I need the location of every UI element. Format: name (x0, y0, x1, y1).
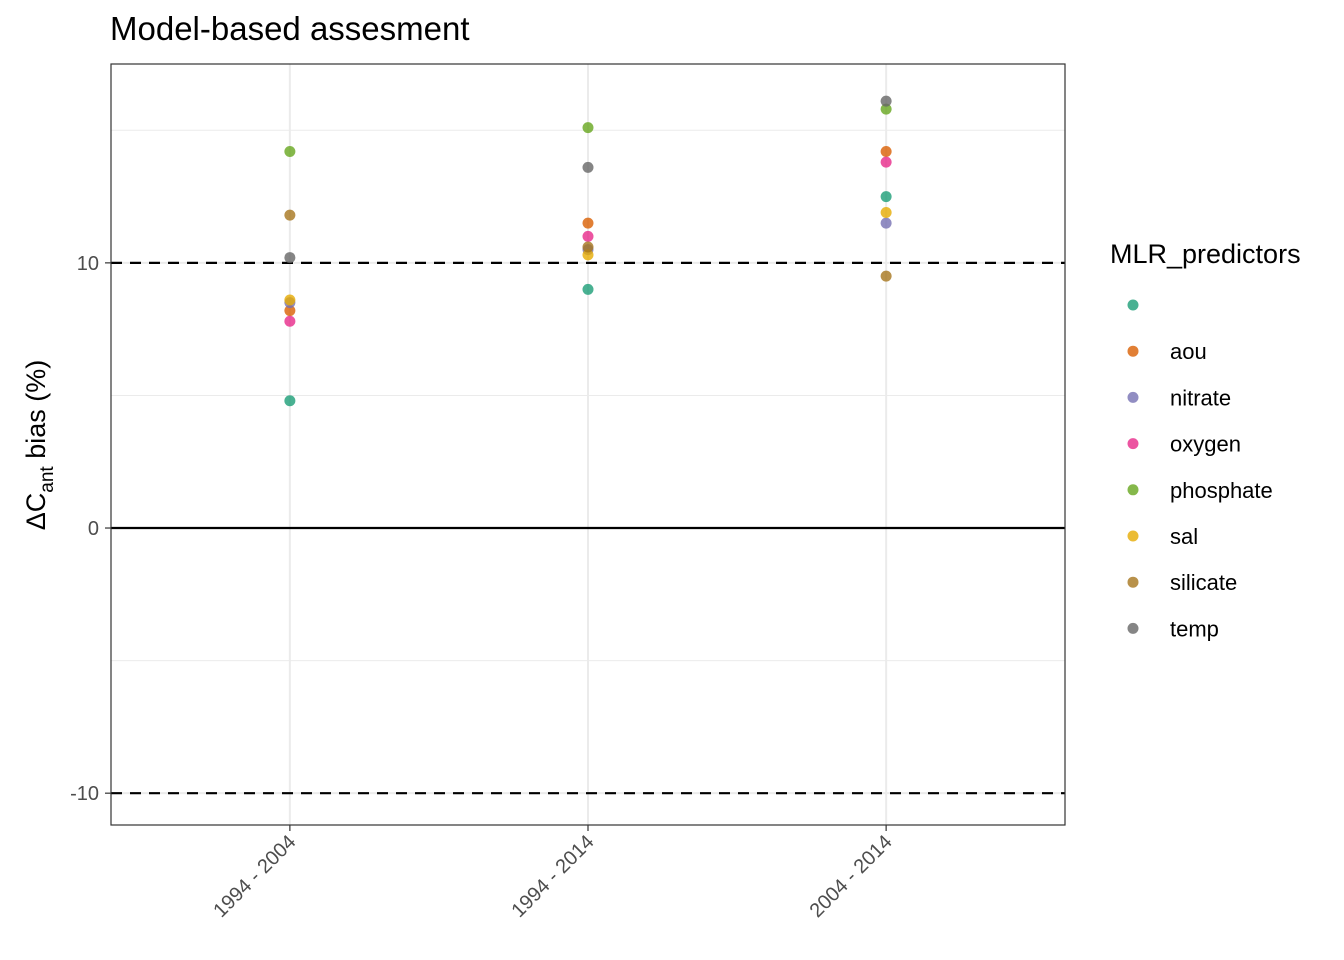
y-axis-label: ΔCant bias (%) (21, 360, 58, 531)
plot-panel (110, 63, 1066, 826)
legend-key (1127, 299, 1139, 311)
data-point (582, 241, 594, 253)
y-tick-label: 0 (88, 518, 99, 540)
data-point (284, 294, 296, 306)
legend-label: phosphate (1170, 478, 1273, 503)
data-point (284, 305, 296, 317)
reference-lines (111, 261, 1065, 795)
data-point (284, 252, 296, 264)
data-point (582, 230, 594, 242)
legend-key (1127, 484, 1139, 496)
x-tick-label: 1994 - 2014 (507, 831, 598, 922)
data-point (582, 249, 594, 261)
legend-label: temp (1170, 616, 1219, 641)
legend-key (1127, 391, 1139, 403)
y-axis-label-prefix: ΔC (21, 493, 51, 531)
data-point (880, 191, 892, 203)
legend-label: sal (1170, 524, 1198, 549)
data-point (582, 283, 594, 295)
data-point (284, 146, 296, 158)
legend-key (1127, 345, 1139, 357)
x-tick-label: 1994 - 2004 (209, 831, 300, 922)
data-point (284, 209, 296, 221)
data-point (880, 95, 892, 107)
data-point (880, 103, 892, 115)
data-point (582, 161, 594, 173)
chart-title: Model-based assesment (110, 10, 470, 47)
data-point (880, 156, 892, 168)
x-axis: 1994 - 2004 1994 - 2014 2004 - 2014 (209, 825, 897, 922)
legend-key (1127, 622, 1139, 634)
legend-label: nitrate (1170, 385, 1231, 410)
y-tick-label: 10 (77, 253, 99, 275)
data-point (880, 146, 892, 158)
data-point (582, 217, 594, 229)
legend-label: oxygen (1170, 432, 1241, 457)
data-point (880, 206, 892, 218)
data-point (284, 315, 296, 327)
legend: MLR_predictors aou nitrate oxygen phosphate… (1110, 239, 1301, 641)
legend-key (1127, 576, 1139, 588)
y-axis-label-suffix: bias (%) (21, 360, 51, 467)
y-axis-label-subscript: ant (37, 466, 58, 493)
legend-key (1127, 438, 1139, 450)
data-point (880, 270, 892, 282)
legend-items: aou nitrate oxygen phosphate sal silicate temp (1127, 299, 1273, 641)
y-tick-label: -10 (70, 783, 99, 805)
data-points (284, 95, 892, 407)
data-point (582, 122, 594, 134)
data-point (284, 395, 296, 407)
x-tick-label: 2004 - 2014 (806, 831, 897, 922)
legend-label: aou (1170, 339, 1207, 364)
y-axis: -10 0 10 (70, 253, 111, 805)
legend-key (1127, 530, 1139, 542)
data-point (880, 217, 892, 229)
legend-label: silicate (1170, 570, 1237, 595)
legend-title: MLR_predictors (1110, 239, 1301, 269)
